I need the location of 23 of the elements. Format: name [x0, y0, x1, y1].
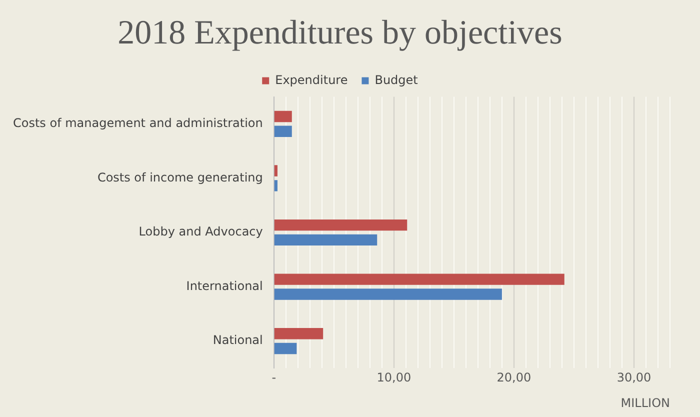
x-axis-title: MILLION — [620, 396, 670, 410]
bar — [274, 110, 292, 122]
bar — [274, 274, 564, 285]
chart-title: 2018 Expenditures by objectives — [118, 14, 562, 52]
y-tick-label: International — [186, 278, 263, 293]
legend-label: Budget — [374, 72, 418, 87]
legend-label: Expenditure — [275, 72, 348, 87]
bar — [274, 234, 378, 246]
x-tick-label: - — [272, 370, 276, 385]
bar — [274, 328, 324, 340]
bar — [274, 180, 278, 192]
y-tick-label: Costs of income generating — [97, 170, 263, 184]
x-tick-label: 20,00 — [496, 370, 532, 385]
x-tick-label: 10,00 — [376, 370, 412, 385]
bar — [274, 342, 297, 354]
bar — [274, 219, 408, 231]
y-tick-label: National — [212, 333, 263, 348]
y-tick-label: Costs of management and administration — [12, 116, 263, 130]
x-tick-label: 30,00 — [616, 370, 652, 385]
bar — [274, 288, 502, 300]
bar — [274, 126, 292, 137]
bar — [274, 165, 278, 176]
y-tick-label: Lobby and Advocacy — [138, 224, 263, 239]
